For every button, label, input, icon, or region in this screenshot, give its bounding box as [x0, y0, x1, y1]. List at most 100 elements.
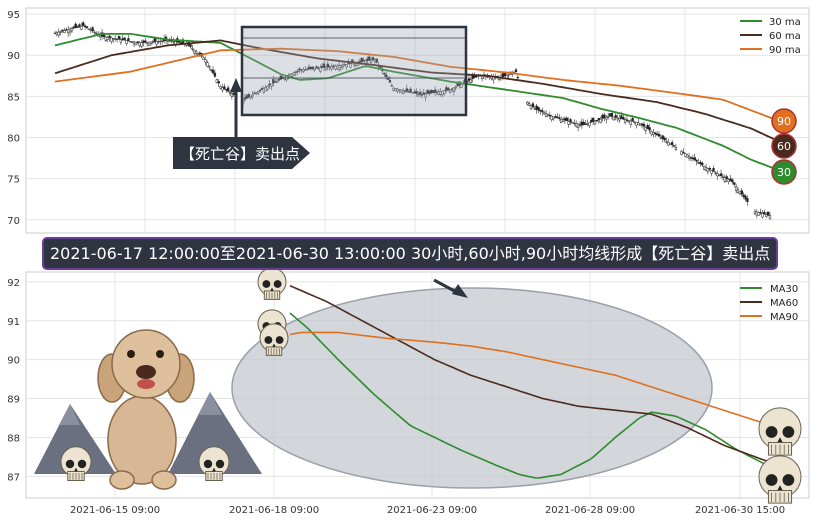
- candle-body: [652, 132, 655, 135]
- candle-body: [648, 127, 651, 131]
- candle-body: [106, 37, 109, 40]
- candle-body: [211, 69, 215, 74]
- top-y-tick: 90: [7, 51, 20, 62]
- candle-body: [591, 117, 595, 122]
- candle-body: [610, 113, 614, 117]
- bottom-line-ma60: [289, 285, 789, 466]
- candle-body: [194, 51, 198, 54]
- candle-body: [110, 37, 113, 42]
- candle-body: [616, 117, 619, 120]
- candle-body: [586, 123, 589, 125]
- candle-body: [687, 155, 691, 159]
- candle-body: [375, 58, 378, 63]
- candle-body: [146, 41, 149, 44]
- candle-body: [153, 38, 156, 42]
- candle-body: [689, 157, 693, 159]
- candle-body: [368, 56, 371, 61]
- candle-body: [140, 42, 143, 47]
- candle-body: [516, 76, 520, 79]
- candle-body: [757, 212, 760, 216]
- candle-body: [701, 162, 704, 166]
- candle-body: [582, 122, 585, 125]
- candle-body: [763, 211, 766, 215]
- badge-30-text: 30: [777, 166, 791, 179]
- candle-body: [590, 119, 593, 123]
- death-valley-box: [240, 25, 468, 117]
- candle-body: [362, 59, 365, 62]
- candle-body: [147, 41, 151, 46]
- candle-body: [710, 170, 713, 174]
- candle-body: [637, 122, 640, 125]
- candle-body: [63, 30, 66, 33]
- skull-icon: [259, 323, 289, 356]
- candle-body: [266, 85, 269, 90]
- candle-body: [742, 194, 745, 197]
- candle-body: [138, 42, 141, 47]
- candle-body: [409, 88, 412, 93]
- candle-body: [682, 152, 685, 154]
- candle-body: [302, 69, 305, 72]
- candle-body: [755, 211, 758, 216]
- candle-body: [718, 174, 721, 176]
- candle-body: [612, 116, 615, 121]
- candle-body: [627, 120, 631, 122]
- candle-body: [89, 29, 92, 31]
- candle-body: [623, 119, 627, 123]
- bottom-x-tick: 2021-06-28 09:00: [545, 505, 635, 516]
- candle-body: [537, 107, 540, 111]
- candle-body: [765, 214, 768, 217]
- candle-body: [452, 87, 456, 92]
- candle-body: [571, 122, 574, 124]
- candle-body: [405, 88, 409, 92]
- candle-body: [67, 29, 70, 34]
- candle-body: [215, 79, 218, 84]
- top-y-tick: 70: [7, 216, 20, 227]
- candle-body: [349, 63, 352, 68]
- candle-body: [219, 86, 222, 89]
- candle-body: [697, 162, 700, 164]
- candle-body: [221, 87, 224, 91]
- candle-body: [298, 68, 301, 71]
- bottom-y-tick: 87: [7, 472, 20, 483]
- candle-body: [558, 117, 561, 119]
- candle-body: [633, 121, 636, 123]
- candle-body: [526, 101, 529, 105]
- candle-body: [433, 89, 437, 93]
- candle-body: [603, 114, 606, 119]
- candle-body: [546, 114, 550, 116]
- candle-body: [565, 117, 568, 122]
- candle-body: [151, 41, 154, 43]
- candle-body: [528, 103, 531, 106]
- candle-body: [202, 57, 205, 61]
- candle-body: [59, 31, 62, 33]
- candle-body: [541, 110, 544, 113]
- candle-body: [448, 89, 452, 93]
- candle-body: [206, 62, 209, 67]
- candle-body: [142, 40, 145, 43]
- bottom-line-ma90: [289, 331, 789, 427]
- badge-90-text: 90: [777, 115, 791, 128]
- candle-body: [82, 22, 85, 26]
- candle-body: [644, 127, 647, 131]
- bottom-y-tick: 92: [7, 278, 20, 289]
- candle-body: [620, 115, 623, 120]
- candle-body: [618, 118, 621, 121]
- candle-body: [605, 117, 608, 120]
- candle-body: [716, 173, 719, 177]
- candle-body: [725, 176, 728, 180]
- bottom-x-tick: 2021-06-30 15:00: [695, 505, 785, 516]
- candle-body: [121, 38, 124, 41]
- candle-body: [736, 189, 740, 194]
- top-y-tick: 95: [7, 10, 20, 21]
- candle-body: [693, 157, 696, 161]
- candle-body: [196, 52, 200, 55]
- candle-body: [117, 36, 121, 40]
- candle-body: [659, 137, 663, 139]
- bottom-x-tick: 2021-06-18 09:00: [229, 505, 319, 516]
- candle-body: [601, 114, 604, 119]
- candle-body: [257, 91, 260, 94]
- candle-body: [232, 92, 235, 95]
- candle-body: [161, 40, 164, 42]
- legend-30ma: 30 ma: [769, 17, 801, 28]
- candle-body: [595, 120, 599, 122]
